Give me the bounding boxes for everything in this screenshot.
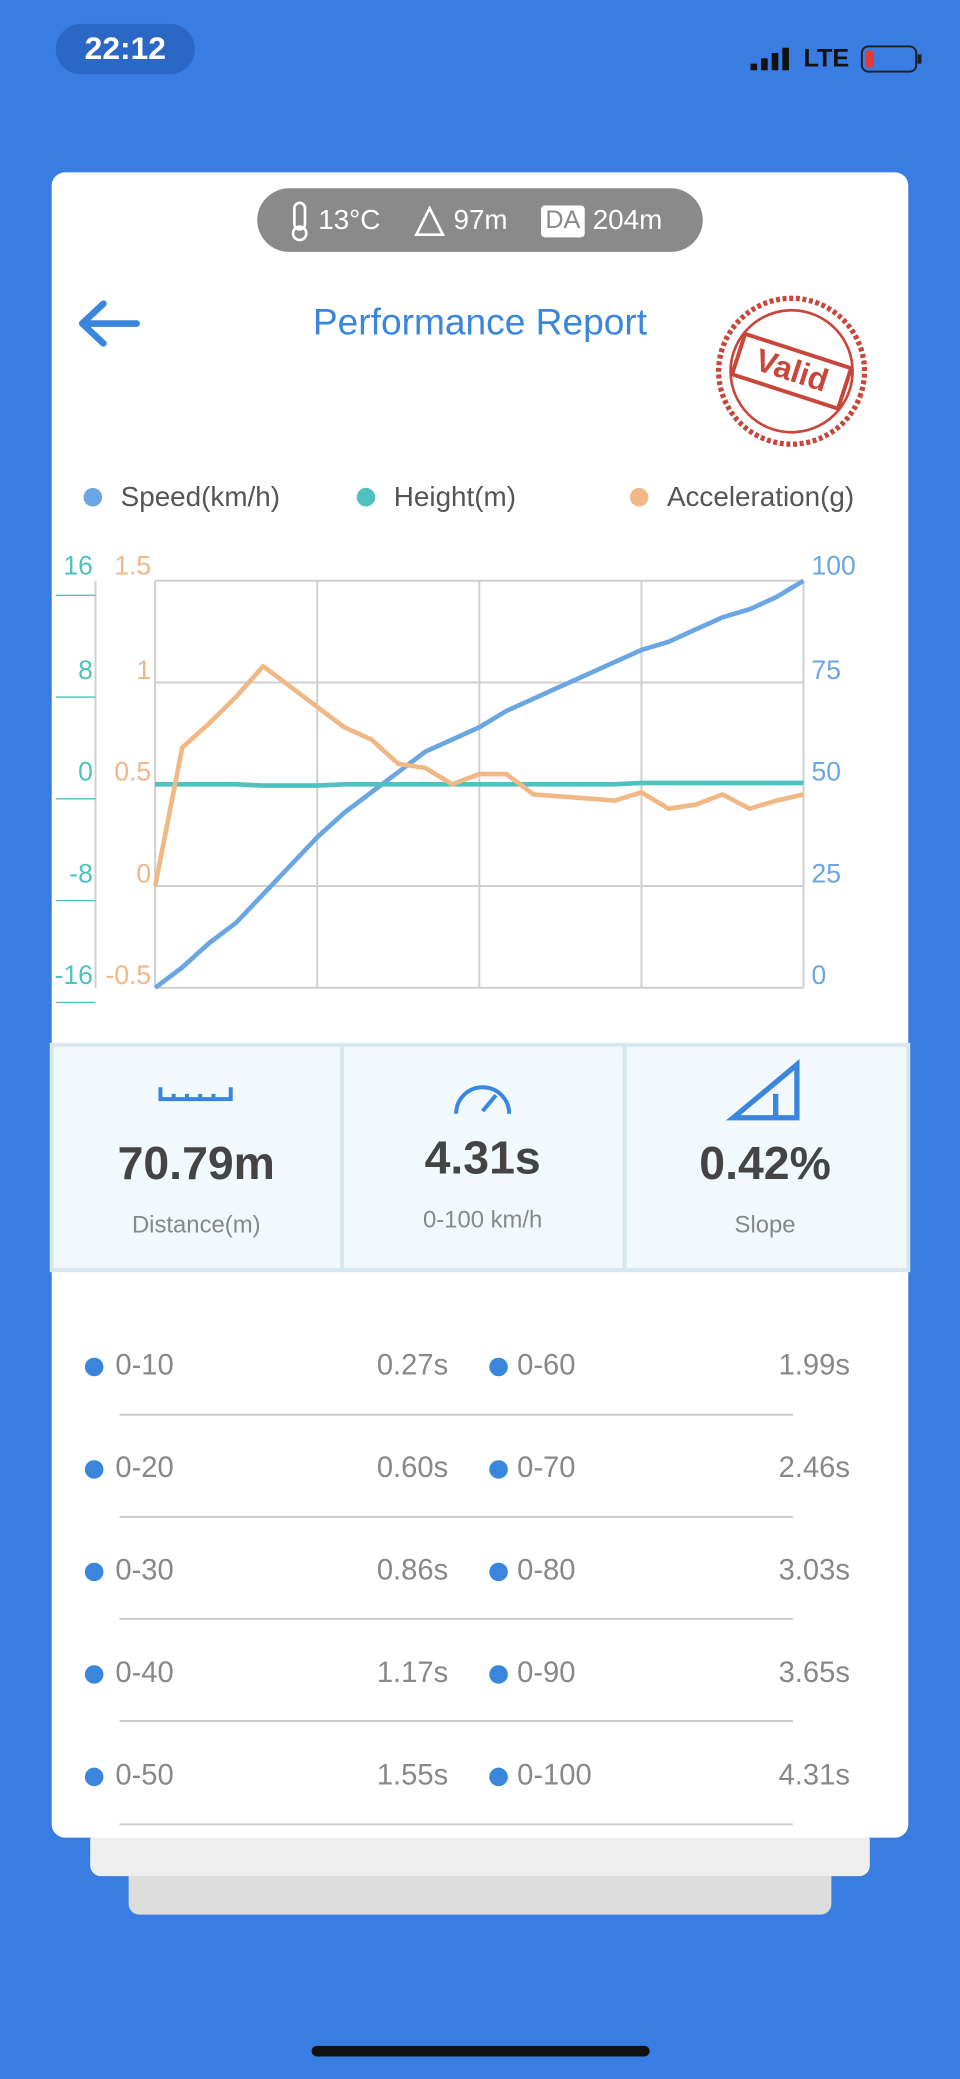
split-separators [119,1413,793,1826]
split-range: 0-100 [517,1760,592,1792]
y-tick-label: -8 [69,858,93,888]
legend-label: Acceleration(g) [667,481,854,512]
y2-tick-label: 0 [811,960,826,990]
y2-tick-label: 75 [811,655,840,685]
stat-label: Distance(m) [132,1212,261,1239]
series-line [152,663,805,887]
split-time: 0.27s [377,1350,448,1382]
distance-icon [158,1087,233,1102]
split-dot [489,1460,508,1479]
y2-tick-label: 50 [811,757,840,787]
y3-tick-label: 0 [136,858,151,888]
split-time: 1.17s [377,1657,448,1689]
split-dot [84,1357,104,1377]
split-range: 0-90 [517,1657,575,1689]
series-line [155,780,804,788]
altitude: 97m [453,204,507,235]
card-shadow-1 [90,1829,870,1877]
split-time: 2.46s [779,1452,850,1484]
split-dot [84,1460,104,1479]
density-altitude: 204m [593,204,663,235]
altitude-icon [414,205,446,237]
status-time: 22:12 [85,30,166,66]
home-indicator [311,2045,650,2057]
y-tick-label: 8 [78,655,93,685]
signal-icon [750,47,789,71]
y-tick-label: 16 [63,550,92,580]
split-time: 0.86s [377,1555,448,1587]
split-time: 0.60s [377,1452,448,1484]
da-label: DA [545,206,580,234]
time-pill [55,23,195,75]
network-label: LTE [804,44,850,72]
temperature: 13°C [318,204,380,235]
split-time: 1.55s [377,1760,448,1792]
split-range: 0-30 [115,1555,173,1587]
legend-label: Height(m) [394,481,516,512]
split-range: 0-70 [517,1452,575,1484]
split-dot [84,1767,104,1787]
split-dot [84,1665,104,1684]
y3-tick-label: -0.5 [106,960,152,990]
legend-dot [83,487,103,507]
card [51,172,909,1838]
y2-tick-label: 25 [811,858,840,888]
da-badge [540,205,585,238]
y2-tick-label: 100 [811,550,855,580]
stat-label: 0-100 km/h [423,1206,542,1233]
split-range: 0-60 [517,1350,575,1382]
y3-tick-label: 1.5 [114,550,151,580]
battery-icon [860,45,922,73]
split-dot [489,1665,508,1684]
split-time: 1.99s [779,1350,850,1382]
thermometer-icon [291,201,308,242]
split-range: 0-10 [115,1350,173,1382]
split-range: 0-80 [517,1555,575,1587]
stat-value: 70.79m [118,1137,275,1189]
split-dot [84,1562,104,1582]
split-dot [489,1767,508,1787]
split-range: 0-20 [115,1452,173,1484]
y3-tick-label: 1 [136,655,151,685]
split-time: 3.03s [779,1555,850,1587]
conditions-pill [257,188,703,252]
stats-panel [49,1042,911,1273]
split-time: 4.31s [779,1760,850,1792]
series-line [153,578,805,990]
legend-dot [629,487,649,507]
legend-dot [356,487,376,507]
stat-value: 0.42% [699,1137,831,1189]
y-tick-label: 0 [78,757,93,787]
split-dot [489,1357,508,1377]
split-range: 0-50 [115,1760,173,1792]
split-time: 3.65s [779,1657,850,1689]
timer-icon [454,1085,512,1114]
y-tick-label: -16 [55,960,93,990]
split-dot [489,1562,508,1582]
back-button[interactable] [78,300,140,347]
page-title: Performance Report [313,301,648,343]
stat-value: 4.31s [425,1132,541,1184]
legend-label: Speed(km/h) [121,481,280,512]
split-range: 0-40 [115,1657,173,1689]
stat-label: Slope [735,1212,796,1239]
y3-tick-label: 0.5 [114,757,151,787]
slope-icon [725,1059,800,1121]
